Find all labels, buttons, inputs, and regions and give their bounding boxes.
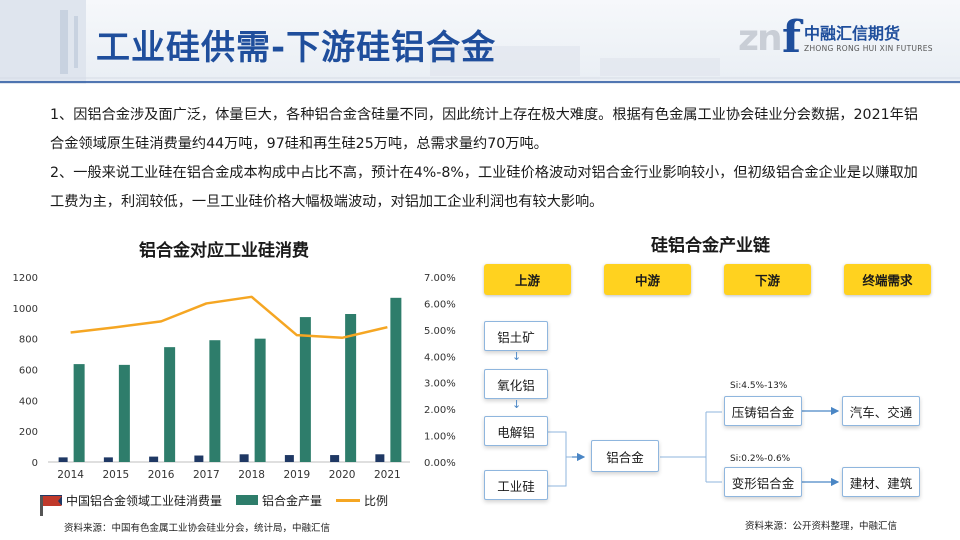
logo-mark-f: f: [782, 12, 801, 63]
bar-consumption: [330, 455, 340, 462]
company-logo: zn f 中融汇信期货 ZHONG RONG HUI XIN FUTURES: [738, 12, 938, 63]
note-die-cast-si: Si:4.5%-13%: [730, 381, 788, 391]
flag-icon: [40, 496, 62, 516]
header-decoration: [0, 0, 960, 84]
stage-midstream: 中游: [604, 264, 691, 295]
logo-mark-zn: zn: [738, 18, 783, 59]
arrow-down-icon: ↓: [512, 398, 522, 411]
source-left: 资料来源：中国有色金属工业协会硅业分会，统计局，中融汇信: [64, 523, 331, 534]
node-wrought-alloy: 变形铝合金: [724, 467, 802, 497]
body-text: 1、因铝合金涉及面广泛，体量巨大，各种铝合金含硅量不同，因此统计上存在极大难度。…: [50, 101, 920, 217]
y-right-tick-label: 1.00%: [424, 432, 456, 443]
stage-terminal: 终端需求: [844, 264, 931, 295]
bar-consumption: [375, 454, 385, 462]
chart-title: 铝合金对应工业硅消费: [139, 241, 309, 261]
bar-output: [299, 317, 311, 462]
bar-output: [164, 347, 176, 462]
paragraph-2: 2、一般来说工业硅在铝合金成本构成中占比不高，预计在4%-8%，工业硅价格波动对…: [50, 165, 918, 210]
y-right-tick-label: 3.00%: [424, 379, 456, 390]
bar-output: [118, 364, 130, 462]
chain-title: 硅铝合金产业链: [651, 236, 770, 256]
x-tick-label: 2015: [103, 469, 130, 481]
bar-consumption: [58, 457, 68, 462]
node-building-materials: 建材、建筑: [842, 467, 920, 497]
note-wrought-si: Si:0.2%-0.6%: [730, 454, 791, 464]
y-right-tick-label: 0.00%: [424, 458, 456, 469]
source-right: 资料来源：公开资料整理，中融汇信: [745, 521, 898, 532]
bar-output: [209, 340, 221, 462]
y-left-tick-label: 1200: [13, 273, 38, 284]
node-die-cast-alloy: 压铸铝合金: [724, 396, 802, 426]
stage-upstream: 上游: [484, 264, 571, 295]
logo-name-cn: 中融汇信期货: [804, 24, 901, 43]
legend-swatch-output: [236, 495, 259, 505]
bar-consumption: [194, 455, 204, 462]
y-left-tick-label: 600: [19, 366, 38, 377]
y-left-tick-label: 0: [32, 458, 38, 469]
x-tick-label: 2014: [57, 469, 84, 481]
node-bauxite: 铝土矿: [484, 321, 548, 351]
y-left-tick-label: 800: [19, 335, 38, 346]
y-left-tick-label: 200: [19, 427, 38, 438]
y-right-tick-label: 6.00%: [424, 299, 456, 310]
legend-item-ratio: 比例: [336, 492, 388, 509]
node-industrial-silicon: 工业硅: [484, 470, 548, 500]
legend-swatch-ratio: [336, 498, 361, 502]
y-right-tick-label: 7.00%: [424, 273, 456, 284]
node-auto-transport: 汽车、交通: [842, 396, 920, 426]
y-right-tick-label: 5.00%: [424, 326, 456, 337]
node-alumina: 氧化铝: [484, 369, 548, 399]
logo-name-en: ZHONG RONG HUI XIN FUTURES: [804, 44, 933, 53]
line-ratio: [70, 295, 388, 340]
x-tick-label: 2020: [329, 469, 356, 481]
legend-item-output: 铝合金产量: [236, 492, 322, 509]
chart-legend: 中国铝合金领域工业硅消费量 铝合金产量 比例: [40, 491, 402, 509]
x-tick-label: 2018: [238, 469, 265, 481]
arrow-down-icon: ↓: [512, 350, 522, 363]
bar-consumption: [149, 456, 159, 462]
legend-label-ratio: 比例: [364, 493, 389, 508]
bar-consumption: [103, 457, 113, 462]
legend-label-output: 铝合金产量: [262, 493, 323, 508]
node-aluminum-alloy: 铝合金: [591, 440, 659, 472]
consumption-chart: 0 200 400 600 800 1000 1200 0.00% 1.00% 2.00% 3.00…: [13, 273, 456, 481]
page-title: 工业硅供需-下游硅铝合金: [96, 28, 497, 68]
stage-downstream: 下游: [724, 264, 811, 295]
node-electrolytic-aluminum: 电解铝: [484, 416, 548, 446]
bar-output: [345, 314, 357, 462]
paragraph-1: 1、因铝合金涉及面广泛，体量巨大，各种铝合金含硅量不同，因此统计上存在极大难度。…: [50, 107, 919, 152]
legend-label-consumption: 中国铝合金领域工业硅消费量: [66, 493, 223, 508]
x-tick-label: 2016: [148, 469, 175, 481]
x-tick-label: 2017: [193, 469, 220, 481]
bar-output: [390, 297, 402, 462]
bar-consumption: [239, 454, 249, 462]
y-right-tick-label: 4.00%: [424, 352, 456, 363]
bar-output: [73, 364, 85, 462]
bar-consumption: [284, 455, 294, 462]
x-tick-label: 2019: [284, 469, 311, 481]
bar-output: [254, 338, 266, 462]
y-right-tick-label: 2.00%: [424, 405, 456, 416]
x-tick-label: 2021: [374, 469, 401, 481]
y-left-tick-label: 1000: [13, 304, 38, 315]
header-banner: 工业硅供需-下游硅铝合金 zn f 中融汇信期货 ZHONG RONG HUI …: [0, 0, 960, 84]
y-left-tick-label: 400: [19, 396, 38, 407]
